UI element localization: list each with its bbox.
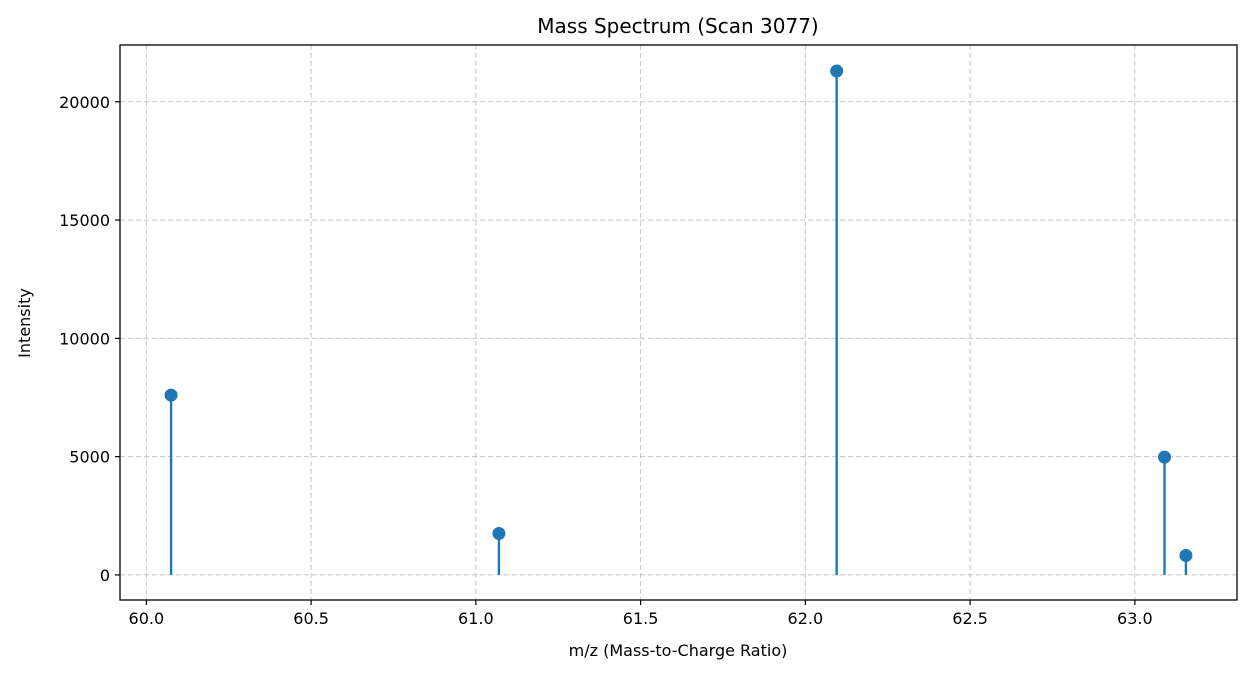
stem-marker	[830, 64, 844, 78]
y-axis-label: Intensity	[15, 288, 34, 358]
x-tick-label: 61.5	[623, 609, 659, 628]
x-axis-ticks: 60.0 60.5 61.0 61.5 62.0 62.5 63.0	[129, 600, 1153, 628]
y-tick-label: 15000	[59, 211, 110, 230]
stem-marker	[164, 388, 178, 402]
y-tick-label: 20000	[59, 93, 110, 112]
y-tick-label: 0	[100, 566, 110, 585]
chart-title: Mass Spectrum (Scan 3077)	[537, 14, 818, 38]
x-tick-label: 63.0	[1117, 609, 1153, 628]
x-tick-label: 62.5	[952, 609, 988, 628]
y-axis-ticks: 0 5000 10000 15000 20000	[59, 93, 120, 585]
y-tick-label: 5000	[69, 448, 110, 467]
stem-marker	[492, 527, 506, 541]
y-tick-label: 10000	[59, 329, 110, 348]
stem-layer	[164, 64, 1193, 575]
stem-marker	[1158, 450, 1172, 464]
x-tick-label: 60.5	[293, 609, 329, 628]
x-tick-label: 62.0	[788, 609, 824, 628]
grid-layer	[120, 45, 1237, 600]
x-tick-label: 60.0	[129, 609, 165, 628]
x-axis-label: m/z (Mass-to-Charge Ratio)	[569, 641, 788, 660]
plot-frame	[119, 44, 1238, 601]
x-tick-label: 61.0	[458, 609, 494, 628]
stem-marker	[1179, 549, 1193, 563]
